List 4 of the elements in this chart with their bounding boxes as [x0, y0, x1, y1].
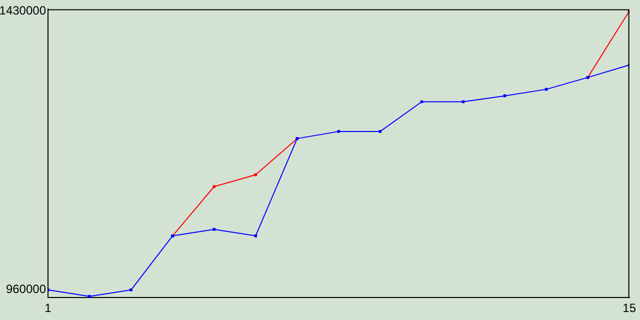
y-tick-label: 960000 [6, 282, 46, 296]
x-tick-label: 15 [622, 301, 636, 316]
y-tick-label: 1430000 [0, 3, 46, 18]
x-tick-label: 1 [44, 301, 52, 316]
